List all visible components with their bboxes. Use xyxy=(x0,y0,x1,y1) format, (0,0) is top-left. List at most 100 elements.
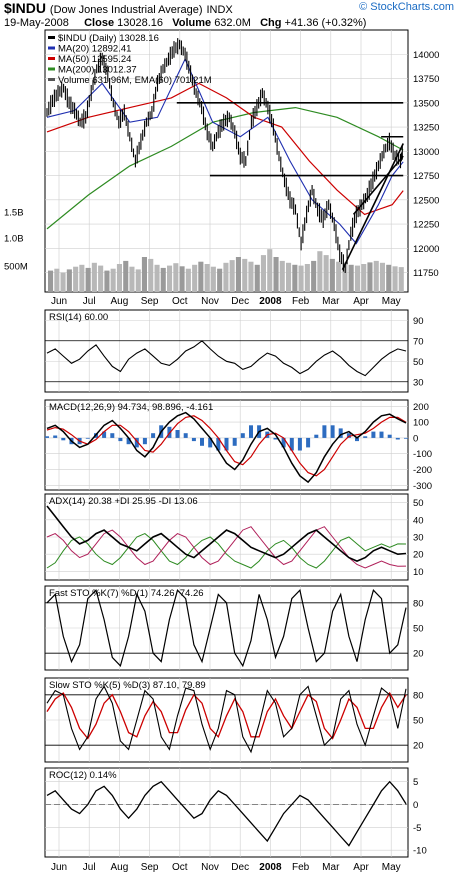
macd-histogram-bar xyxy=(281,437,286,448)
macd-panel-tick-label: 200 xyxy=(413,402,429,413)
legend-swatch xyxy=(48,78,55,81)
macd-histogram-bar xyxy=(346,433,351,438)
macd-histogram-bar xyxy=(240,433,245,438)
volume-bar xyxy=(66,269,72,292)
bottom-x-tick-label: Jun xyxy=(51,862,67,873)
roc-line xyxy=(46,780,407,847)
x-tick-label: Oct xyxy=(172,296,188,307)
volume-bar xyxy=(204,264,210,292)
volume-bar xyxy=(298,265,304,292)
price-panel-tick-label: 13000 xyxy=(413,147,439,158)
macd-histogram-bar xyxy=(200,437,204,446)
price-panel-tick-label: 12000 xyxy=(413,244,439,255)
legend-swatch xyxy=(48,46,55,50)
macd-histogram-bar xyxy=(142,437,147,445)
volume-bar xyxy=(173,263,179,292)
volume-bar xyxy=(354,265,360,292)
volume-bar xyxy=(342,263,348,292)
macd-histogram-bar xyxy=(379,431,384,438)
macd-histogram-bar xyxy=(216,437,221,451)
macd-histogram-bar xyxy=(85,437,90,439)
volume-bar xyxy=(286,262,292,292)
volume-bar xyxy=(317,251,323,292)
volume-bar xyxy=(235,257,241,292)
adx-panel-tick-label: 20 xyxy=(413,550,424,561)
macd-histogram-bar xyxy=(395,437,400,440)
price-panel-tick-label: 13250 xyxy=(413,123,439,134)
legend-entry: MA(50) 12595.24 xyxy=(58,54,131,65)
volume-bar xyxy=(273,257,279,292)
macd-histogram-bar xyxy=(387,434,392,438)
volume-bar xyxy=(160,267,166,292)
volume-bar xyxy=(311,260,317,292)
volume-bar xyxy=(198,261,204,292)
x-tick-label: Apr xyxy=(353,296,369,307)
volume-bar xyxy=(104,270,110,292)
macd-histogram-bar xyxy=(53,435,58,438)
bottom-x-tick-label: May xyxy=(382,862,401,873)
macd-histogram-bar xyxy=(134,437,139,448)
volume-bar xyxy=(223,262,229,292)
bottom-x-tick-label: Jul xyxy=(83,862,96,873)
roc-panel-tick-label: 5 xyxy=(413,777,418,788)
slow_sto-panel-tick-label: 50 xyxy=(413,716,424,727)
brand-watermark: © StockCharts.com xyxy=(359,1,454,13)
macd-histogram-bar xyxy=(45,436,49,438)
roc-label: ROC(12) 0.14% xyxy=(49,770,117,781)
macd-panel-tick-label: 100 xyxy=(413,418,429,429)
macd-histogram-bar xyxy=(126,437,131,445)
x-tick-label: Feb xyxy=(292,296,310,307)
bottom-x-tick-label: Aug xyxy=(111,862,129,873)
bottom-x-tick-label: Dec xyxy=(231,862,249,873)
macd-histogram-bar xyxy=(102,431,107,438)
price-panel-tick-label: 14000 xyxy=(413,50,439,61)
macd-histogram-bar xyxy=(273,437,278,440)
bottom-x-tick-label: Oct xyxy=(172,862,188,873)
x-tick-label: Jul xyxy=(83,296,96,307)
quote-line: 19-May-2008 Close 13028.16 Volume 632.0M… xyxy=(4,17,366,29)
macd-histogram-bar xyxy=(232,437,237,446)
volume-bar xyxy=(48,270,54,292)
macd-label: MACD(12,26,9) 94.734, 98.896, -4.161 xyxy=(49,402,213,413)
rsi-panel-tick-label: 70 xyxy=(413,336,424,347)
volume-bar xyxy=(148,258,154,292)
volume-bar xyxy=(123,260,129,292)
roc-panel-tick-label: -10 xyxy=(413,846,427,857)
fast_sto-panel-tick-label: 50 xyxy=(413,624,424,635)
trendline xyxy=(341,143,404,271)
price-panel-tick-label: 12750 xyxy=(413,171,439,182)
volume-bar xyxy=(398,267,404,292)
volume-bar xyxy=(392,266,398,292)
volume-bar xyxy=(336,261,342,292)
fast_sto-panel-tick-label: 80 xyxy=(413,598,424,609)
rsi-label: RSI(14) 60.00 xyxy=(49,312,108,323)
bottom-x-tick-label: Apr xyxy=(353,862,369,873)
macd-histogram-bar xyxy=(371,431,376,438)
volume-bar xyxy=(91,262,97,292)
legend-entry: MA(200) 13012.37 xyxy=(58,65,137,76)
adx-panel-tick-label: 30 xyxy=(413,533,424,544)
slow-sto-d-line xyxy=(46,691,407,740)
bottom-x-tick-label: Sep xyxy=(141,862,159,873)
volume-bar xyxy=(135,269,141,292)
symbol-label: $INDU xyxy=(4,0,47,16)
volume-bar xyxy=(98,265,104,292)
adx-panel-tick-label: 10 xyxy=(413,567,424,578)
volume-bar xyxy=(141,257,147,292)
macd-panel-tick-label: 0 xyxy=(413,433,418,444)
volume-bar xyxy=(260,255,266,292)
close-value: 13028.16 xyxy=(117,17,164,29)
volume-label: Volume xyxy=(172,17,212,29)
ma50-line xyxy=(46,82,404,216)
slow_sto-label: Slow STO %K(5) %D(3) 87.10, 79.89 xyxy=(49,680,206,691)
quote-date: 19-May-2008 xyxy=(4,17,69,29)
legend-entry: MA(20) 12892.41 xyxy=(58,44,131,55)
macd-histogram-bar xyxy=(330,425,335,438)
volume-bar xyxy=(292,264,298,292)
plus-di-line xyxy=(46,533,407,569)
volume-bar xyxy=(248,261,254,292)
volume-bar xyxy=(85,267,91,292)
chg-label: Chg xyxy=(260,17,282,29)
volume-value: 632.0M xyxy=(214,17,251,29)
rsi-panel-tick-label: 50 xyxy=(413,357,424,368)
